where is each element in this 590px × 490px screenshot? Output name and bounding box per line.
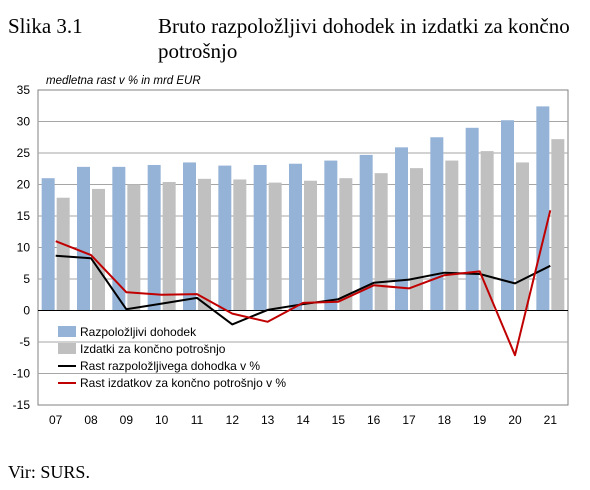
bar [268,182,282,311]
bars [41,106,565,311]
x-tick-label: 10 [155,413,169,427]
y-tick-label: 30 [17,115,31,129]
y-tick-label: -10 [13,367,31,381]
x-tick-label: 21 [544,413,558,427]
bar [112,166,126,311]
bar [410,168,423,311]
x-axis-ticks: 07 08 09 10 11 12 13 14 15 16 17 18 19 20 21 [49,413,557,427]
x-tick-label: 20 [508,413,522,427]
y-axis-ticks: -15 -10 -5 0 5 10 15 20 25 30 35 [13,83,31,412]
y-tick-label: 35 [17,83,31,97]
bar [198,178,211,311]
x-tick-label: 08 [84,413,98,427]
bar [304,180,317,311]
bar [480,151,494,311]
x-tick-label: 11 [191,413,204,427]
x-tick-label: 19 [473,413,487,427]
bar [147,164,161,311]
bar [374,173,388,311]
y-tick-label: -5 [19,335,30,349]
chart-subtitle: medletna rast v % in mrd EUR [46,75,201,87]
bar [445,160,459,311]
bar [536,106,550,311]
chart: -15 -10 -5 0 5 10 15 20 25 30 35 07 08 09 10 11 12 13 14 1… [13,75,569,427]
legend-label: Rast razpoložljivega dohodka v % [80,359,260,373]
series-lines [55,210,552,357]
bar [253,164,267,311]
bar [430,137,444,311]
bar [289,163,302,311]
bar [218,165,232,311]
legend: Razpoložljivi dohodek Izdatki za končno p… [58,325,286,390]
legend-label: Rast izdatkov za končno potrošnjo v % [80,376,286,390]
bar [77,166,90,311]
legend-label: Izdatki za končno potrošnjo [80,342,226,356]
x-tick-label: 14 [296,413,310,427]
y-tick-label: 25 [17,146,31,160]
y-tick-label: 20 [17,178,31,192]
bar [465,127,479,311]
bar [339,178,353,311]
y-tick-label: 10 [17,241,31,255]
x-tick-label: 15 [332,413,346,427]
legend-swatch [58,343,76,354]
legend-swatch [58,326,76,337]
bar [359,154,373,311]
bar [324,160,338,311]
bar [233,179,247,311]
x-tick-label: 13 [261,413,275,427]
y-tick-label: 15 [17,209,31,223]
bar [516,162,529,311]
bar [56,197,70,311]
source-note: Vir: SURS. [8,462,90,482]
bar [183,162,196,311]
bar [92,188,105,311]
y-tick-label: -15 [13,398,31,412]
x-tick-label: 16 [367,413,381,427]
x-tick-label: 09 [120,413,134,427]
bar [162,181,176,311]
x-tick-label: 12 [226,413,240,427]
x-tick-label: 18 [438,413,452,427]
bar [395,147,408,311]
figure-label: Slika 3.1 [8,14,83,38]
x-tick-label: 07 [49,413,63,427]
y-tick-label: 0 [23,304,30,318]
bar [127,184,141,311]
figure-title: Bruto razpoložljivi dohodek in izdatki z… [158,14,570,63]
bar [551,139,565,311]
bar [501,120,514,311]
legend-label: Razpoložljivi dohodek [80,325,197,339]
x-tick-label: 17 [402,413,416,427]
bar [41,178,55,311]
y-tick-label: 5 [23,272,30,286]
